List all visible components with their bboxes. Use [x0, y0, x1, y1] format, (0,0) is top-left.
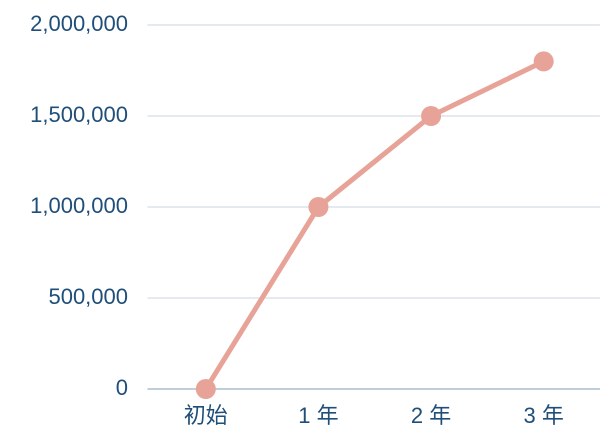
y-tick-label: 0 — [116, 375, 128, 400]
y-tick-label: 2,000,000 — [30, 11, 128, 36]
point — [533, 51, 554, 72]
point — [421, 106, 442, 126]
x-tick-label: 2 年 — [411, 403, 451, 428]
y-tick-label: 1,000,000 — [30, 193, 128, 218]
x-tick-label: 3 年 — [524, 403, 564, 428]
point — [195, 379, 216, 399]
line — [203, 59, 545, 391]
x-tick-label: 初始 — [184, 403, 228, 428]
point — [308, 197, 329, 217]
y-tick-label: 500,000 — [48, 284, 128, 309]
x-tick-label: 1 年 — [298, 403, 338, 428]
y-tick-label: 1,500,000 — [30, 102, 128, 127]
